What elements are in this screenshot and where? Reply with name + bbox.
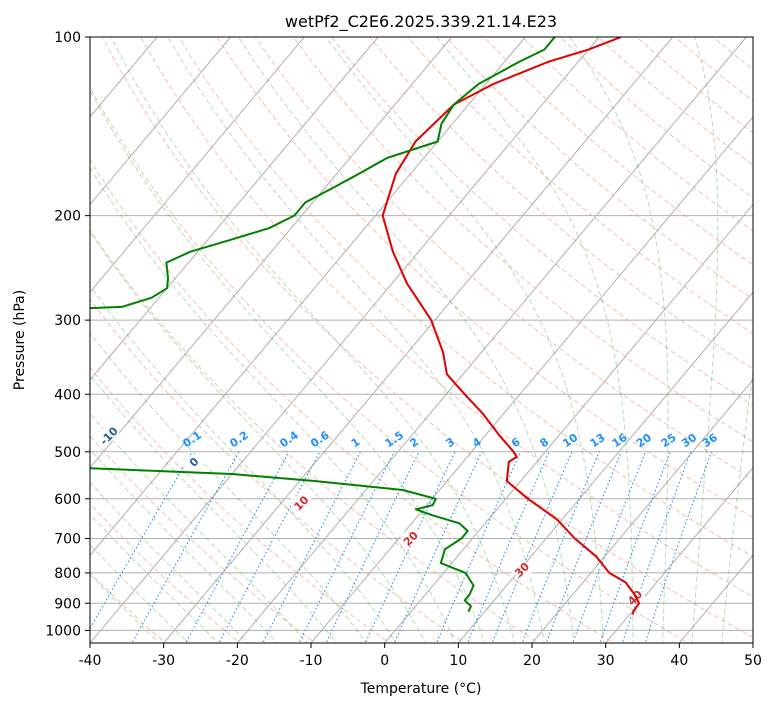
mixing-ratio-line — [393, 451, 483, 643]
moist-adiabat-line — [90, 284, 397, 643]
dry-adiabat-label-bg — [400, 531, 421, 544]
y-tick-label: 400 — [54, 387, 81, 403]
mixing-ratio-line — [572, 451, 647, 643]
x-tick-label: -20 — [226, 653, 249, 669]
mixing-ratio-line — [621, 451, 692, 643]
moist-adiabat-line — [325, 37, 604, 643]
moist-adiabat-line — [167, 37, 545, 643]
isotherm-line — [90, 37, 379, 381]
dry-adiabat-line — [216, 37, 753, 519]
dry-adiabat-line — [254, 37, 753, 480]
isotherm-line — [457, 291, 753, 643]
y-tick-label: 1000 — [45, 623, 81, 639]
dry-adiabat-label-bg — [511, 562, 532, 575]
moist-adiabat-line — [90, 448, 278, 643]
dry-adiabat-label-bg — [98, 428, 119, 441]
chart-title: wetPf2_C2E6.2025.339.21.14.E23 — [285, 12, 557, 32]
plot-frame — [89, 36, 754, 644]
dry-adiabat-line — [102, 37, 753, 639]
moist-adiabat-line — [90, 544, 190, 643]
moist-adiabat-line — [90, 412, 308, 643]
moist-adiabat-line — [90, 513, 219, 643]
isotherm-line — [236, 37, 747, 643]
moist-adiabat-line — [90, 332, 367, 643]
axes-ticks: -40 -30 -20 -10 0 10 20 30 40 5010020030040050060… — [45, 30, 762, 669]
moist-adiabat-line — [721, 367, 753, 643]
x-tick-label: -10 — [300, 653, 323, 669]
x-tick-label: -30 — [152, 653, 175, 669]
mixing-ratio-line — [599, 451, 671, 643]
moist-adiabat-line — [90, 573, 160, 643]
x-tick-label: 40 — [670, 653, 688, 669]
x-axis-label: Temperature (°C) — [360, 681, 482, 697]
y-tick-label: 900 — [54, 596, 81, 612]
moist-adiabat-line — [90, 230, 427, 643]
isotherm-line — [90, 37, 526, 557]
mixing-ratio-line — [364, 451, 456, 643]
mixing-ratio-line — [545, 451, 622, 643]
isotherm-line — [90, 37, 453, 469]
isotherm-line — [90, 37, 232, 206]
isotherm-line — [605, 466, 753, 643]
dry-adiabat-line — [90, 229, 540, 643]
dry-adiabat-line — [178, 37, 753, 558]
dry-adiabat-line — [292, 37, 753, 443]
dry-adiabat-line — [90, 503, 241, 643]
moist-adiabat-line — [436, 37, 634, 643]
dry-adiabat-line — [369, 37, 753, 370]
y-tick-label: 800 — [54, 566, 81, 582]
mixing-ratio-line — [262, 451, 361, 643]
mixing-ratio-line — [218, 451, 321, 643]
y-axis-label: Pressure (hPa) — [12, 290, 28, 390]
isotherm-line — [384, 203, 753, 643]
isotherm-line — [90, 37, 600, 643]
dry-adiabat-line — [90, 298, 466, 643]
isotherm-line — [90, 37, 305, 293]
dewpoint-profile-line — [90, 37, 556, 613]
x-tick-label: 50 — [744, 653, 762, 669]
y-tick-label: 300 — [54, 313, 81, 329]
moist-adiabat-line — [90, 89, 486, 643]
moist-adiabat-line — [110, 37, 516, 643]
x-tick-label: -40 — [79, 653, 102, 669]
moist-adiabat-line — [568, 37, 669, 643]
isotherm-line — [531, 379, 753, 643]
mixing-ratio-line — [90, 451, 193, 630]
isotherm-line — [163, 37, 674, 643]
dry-adiabat-line — [90, 86, 690, 643]
x-tick-label: 30 — [597, 653, 615, 669]
dry-adiabat-label-group: 0 — [183, 454, 204, 470]
x-tick-label: 20 — [523, 653, 541, 669]
y-tick-label: 200 — [54, 209, 81, 225]
y-tick-label: 600 — [54, 492, 81, 508]
dry-adiabat-label-bg — [291, 496, 312, 509]
mixing-ratio-line — [521, 451, 600, 643]
x-tick-label: 10 — [449, 653, 467, 669]
y-tick-label: 100 — [54, 30, 81, 46]
mixing-ratio-line — [644, 451, 713, 643]
moist-adiabat-line — [90, 481, 249, 643]
moist-adiabat-line — [691, 37, 719, 643]
dry-adiabat-line — [90, 158, 615, 643]
x-tick-label: 0 — [380, 653, 389, 669]
dry-adiabat-line — [407, 37, 753, 335]
temperature-profile-line — [381, 37, 640, 615]
y-tick-label: 500 — [54, 445, 81, 461]
moist-adiabat-line — [237, 37, 575, 643]
isotherm-line — [310, 116, 753, 643]
dry-adiabat-line — [90, 434, 316, 643]
dry-adiabat-label-group: 20 — [400, 529, 421, 549]
dry-adiabat-label-bg — [183, 454, 204, 467]
y-tick-label: 700 — [54, 532, 81, 548]
plot-area: 0.10.20.40.611.52346810131620253036-100-… — [90, 37, 753, 643]
